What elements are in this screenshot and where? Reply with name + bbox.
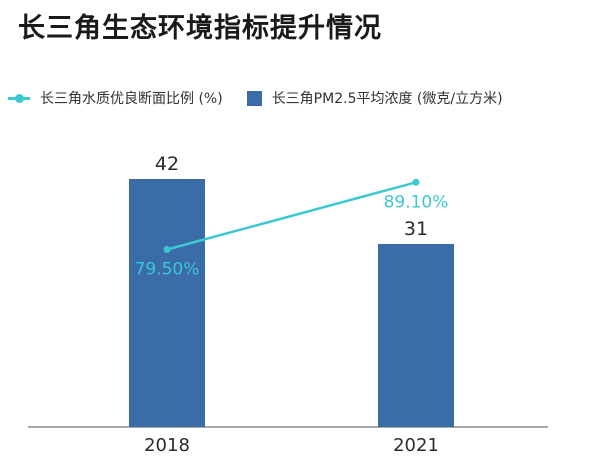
bar-2021	[378, 243, 454, 427]
x-tick-label-2021: 2021	[393, 435, 439, 456]
bar-2018	[129, 179, 205, 427]
line-value-label-2021: 89.10%	[384, 192, 449, 212]
x-tick-label-2018: 2018	[144, 435, 190, 456]
chart-legend: 长三角水质优良断面比例 (%) 长三角PM2.5平均浓度 (微克/立方米)	[8, 86, 503, 110]
line-value-label-2018: 79.50%	[135, 260, 200, 280]
bar-value-label-2018: 42	[155, 153, 179, 175]
chart-title: 长三角生态环境指标提升情况	[18, 13, 382, 44]
legend-bar-marker	[246, 90, 262, 106]
legend-label-pm25: 长三角PM2.5平均浓度 (微克/立方米)	[271, 91, 503, 107]
bar-value-label-2021: 31	[404, 218, 428, 240]
line-point-2018	[163, 246, 171, 253]
line-point-2021	[412, 178, 420, 186]
legend-line-marker	[8, 93, 30, 103]
legend-label-water-quality: 长三角水质优良断面比例 (%)	[40, 91, 223, 107]
legend-line-dot	[15, 93, 24, 103]
line-series-water-quality	[166, 181, 417, 251]
